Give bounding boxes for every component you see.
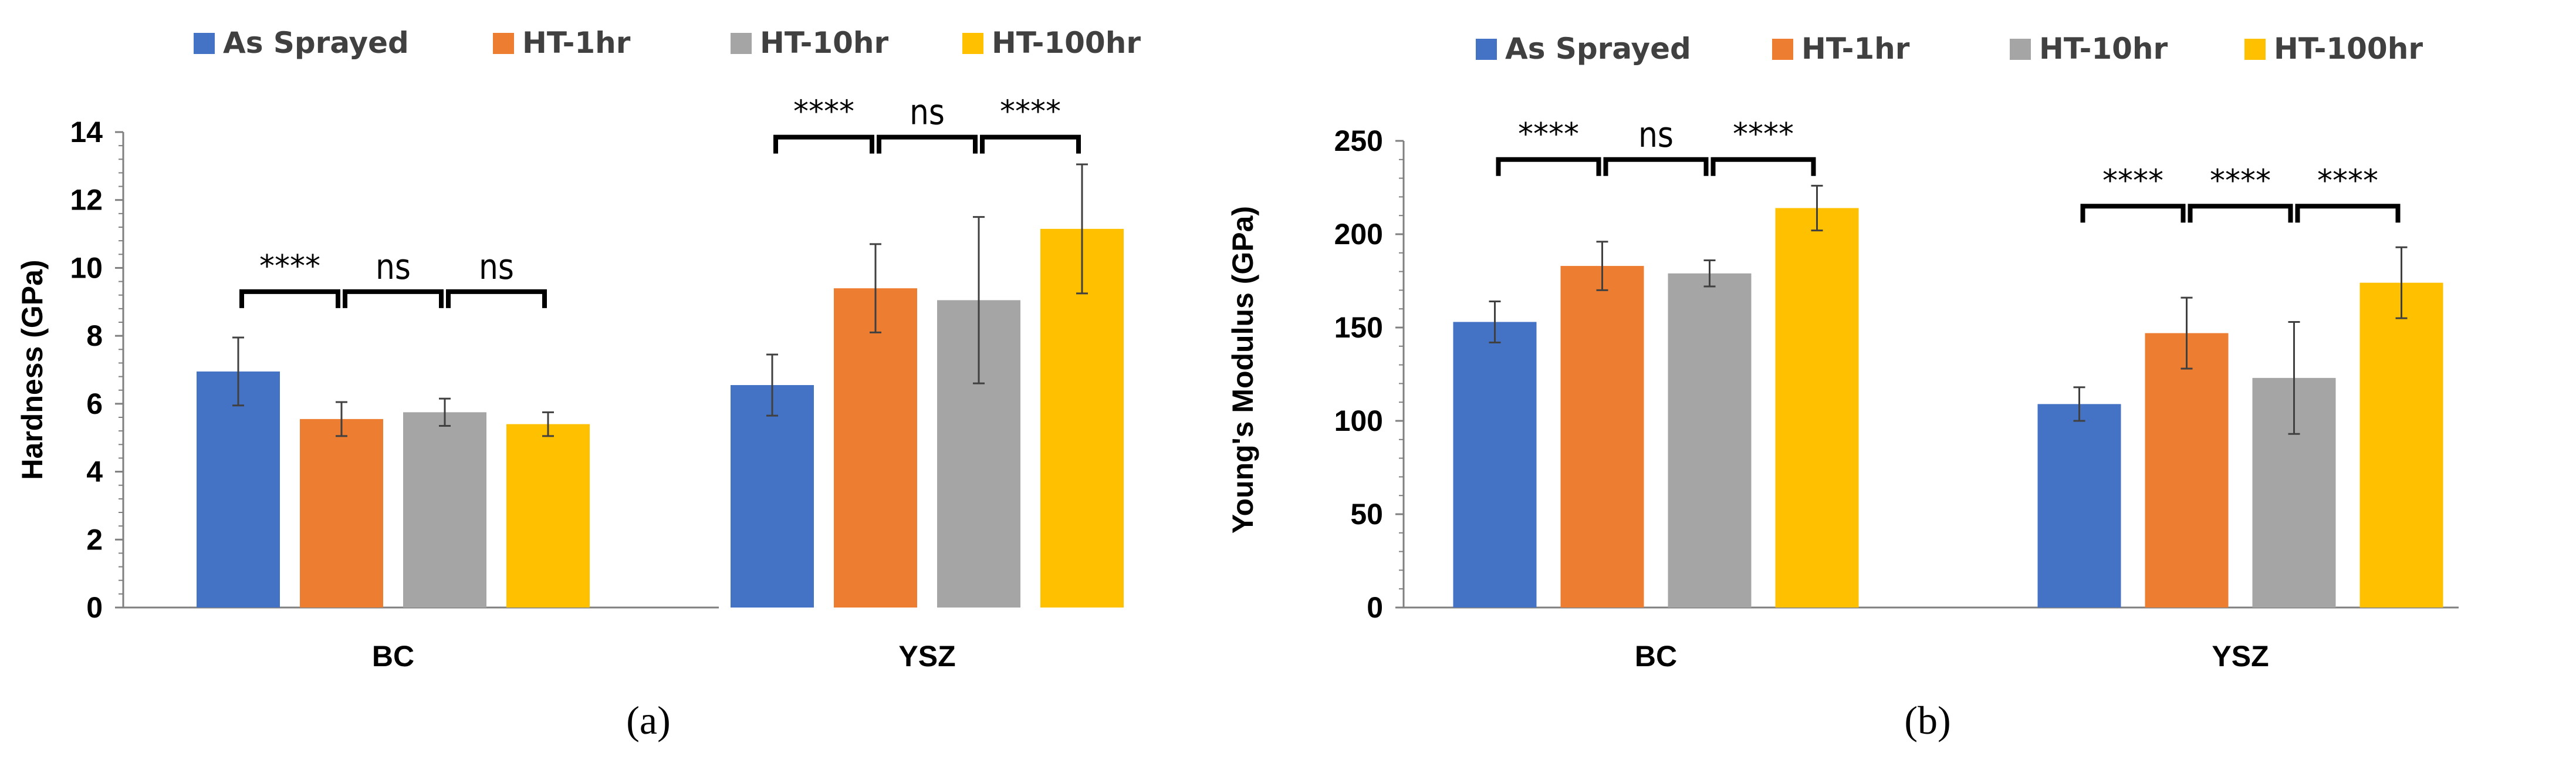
significance-bracket-1-1-1 [2188,204,2293,223]
bar-1-0-3 [1775,208,1859,608]
significance-bracket-1-1-2 [2295,204,2401,223]
significance-label-1-1-2: **** [2317,163,2378,198]
bar-0-0-3 [506,424,590,608]
legend-label-0-1: HT-1hr [522,26,631,60]
y-tick-label-1-1: 50 [1350,498,1383,531]
significance-label-1-1-0: **** [2102,163,2163,198]
bar-1-1-0 [2037,404,2121,608]
y-tick-label-0-0: 0 [86,591,103,624]
bar-1-0-0 [1453,322,1537,608]
bar-1-0-2 [1668,273,1752,608]
legend-label-0-0: As Sprayed [223,26,409,60]
legend-swatch-1-2 [2010,39,2031,60]
legend-swatch-1-3 [2244,39,2266,60]
legend-swatch-0-3 [962,33,983,54]
significance-label-1-1-1: **** [2210,163,2271,198]
significance-label-0-0-2: ns [479,247,514,288]
bar-0-0-2 [403,412,486,608]
y-tick-label-0-6: 12 [70,184,103,217]
legend-swatch-1-0 [1476,39,1497,60]
y-tick-label-1-0: 0 [1367,591,1383,624]
y-tick-label-1-5: 250 [1334,124,1383,157]
x-category-label-0-1: YSZ [898,640,955,673]
y-tick-label-1-3: 150 [1334,311,1383,344]
bar-1-0-1 [1560,266,1644,608]
significance-label-1-0-0: **** [1518,117,1579,152]
significance-label-0-1-0: **** [793,95,854,130]
bar-1-1-3 [2359,282,2443,608]
y-tick-label-1-2: 100 [1334,404,1383,437]
y-tick-label-0-3: 6 [86,387,103,420]
legend-label-0-2: HT-10hr [760,26,889,60]
legend-swatch-0-0 [194,33,215,54]
significance-label-0-0-0: **** [259,249,320,284]
bar-0-0-1 [300,419,383,608]
bar-0-1-1 [834,288,917,608]
legend-label-1-1: HT-1hr [1801,32,1910,66]
legend-label-1-0: As Sprayed [1505,32,1691,66]
significance-bracket-0-0-0 [239,289,340,308]
y-tick-label-0-5: 10 [70,251,103,284]
significance-bracket-1-0-0 [1496,157,1601,176]
significance-bracket-0-0-2 [446,289,547,308]
significance-label-0-1-2: **** [1000,95,1061,130]
x-category-label-0-0: BC [372,640,414,673]
significance-bracket-0-1-2 [980,134,1081,154]
significance-label-1-0-2: **** [1733,117,1794,152]
bar-1-1-1 [2145,333,2229,608]
significance-bracket-0-1-1 [877,134,978,154]
significance-label-0-0-1: ns [376,247,411,288]
y-tick-label-1-4: 200 [1334,218,1383,251]
x-category-label-1-1: YSZ [2212,640,2269,673]
significance-label-0-1-1: ns [910,92,945,133]
y-tick-label-0-1: 2 [86,523,103,556]
bar-0-0-0 [197,371,280,608]
y-tick-label-0-4: 8 [86,319,103,352]
legend-label-0-3: HT-100hr [992,26,1141,60]
panel-label-0: (a) [626,698,670,743]
significance-bracket-0-1-0 [773,134,874,154]
legend-swatch-1-1 [1772,39,1793,60]
legend-swatch-0-1 [493,33,514,54]
y-tick-label-0-7: 14 [70,116,103,149]
significance-bracket-0-0-1 [343,289,444,308]
significance-label-1-0-1: ns [1638,114,1674,155]
significance-bracket-1-0-2 [1710,157,1816,176]
y-axis-label-0: Hardness (GPa) [16,259,49,480]
y-tick-label-0-2: 4 [86,455,103,488]
significance-bracket-1-1-0 [2080,204,2186,223]
y-axis-label-1: Young's Modulus (GPa) [1226,206,1259,534]
significance-bracket-1-0-1 [1603,157,1709,176]
legend-label-1-2: HT-10hr [2039,32,2168,66]
legend-swatch-0-2 [731,33,752,54]
x-category-label-1-0: BC [1635,640,1677,673]
panel-label-1: (b) [1904,698,1950,743]
bar-0-1-0 [731,385,814,608]
legend-label-1-3: HT-100hr [2274,32,2423,66]
